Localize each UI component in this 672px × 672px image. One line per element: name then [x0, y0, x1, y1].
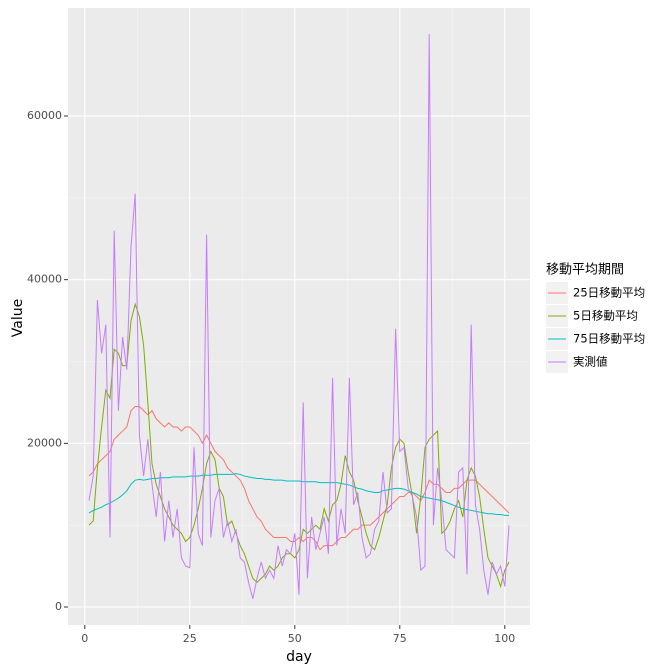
series-line: [88, 34, 510, 599]
y-tick-label: 40000: [27, 273, 62, 286]
legend-title: 移動平均期間: [546, 263, 624, 278]
y-tick-label: 20000: [27, 436, 62, 449]
x-axis-title: day: [286, 649, 312, 665]
series-line: [88, 406, 510, 551]
series-line: [88, 473, 509, 516]
x-tick-label: 50: [288, 632, 302, 645]
y-tick-label: 0: [55, 600, 62, 613]
legend-label: 5日移動平均: [573, 309, 638, 323]
legend-label: 25日移動平均: [573, 286, 645, 300]
legend-label: 実測値: [573, 355, 608, 369]
series-line: [88, 302, 510, 589]
x-tick-label: 100: [494, 632, 515, 645]
x-tick-label: 25: [183, 632, 197, 645]
legend-label: 75日移動平均: [573, 332, 645, 346]
y-tick-label: 60000: [27, 109, 62, 122]
panel: [68, 8, 530, 625]
x-tick-label: 75: [393, 632, 407, 645]
x-tick-label: 0: [81, 632, 88, 645]
y-axis-title: Value: [10, 299, 26, 337]
